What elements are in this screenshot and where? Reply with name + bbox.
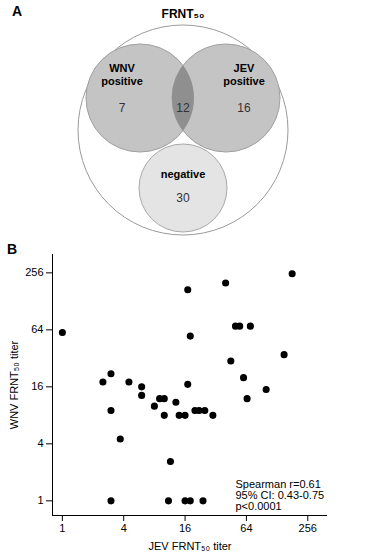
- svg-text:JEV FRNT₅₀ titer: JEV FRNT₅₀ titer: [149, 540, 232, 552]
- svg-text:64: 64: [240, 522, 252, 534]
- svg-text:A: A: [12, 3, 22, 19]
- svg-text:FRNT₅₀: FRNT₅₀: [162, 7, 205, 21]
- svg-text:64: 64: [31, 323, 43, 335]
- svg-text:B: B: [7, 241, 17, 257]
- svg-text:4: 4: [37, 437, 43, 449]
- svg-text:JEVpositive: JEVpositive: [223, 62, 265, 87]
- svg-text:1: 1: [37, 494, 43, 506]
- svg-text:16: 16: [179, 522, 191, 534]
- svg-text:negative: negative: [161, 168, 206, 180]
- svg-text:WNV FRNT₅₀ titer: WNV FRNT₅₀ titer: [8, 340, 20, 429]
- svg-text:12: 12: [176, 101, 190, 115]
- svg-text:16: 16: [31, 380, 43, 392]
- svg-text:256: 256: [25, 266, 43, 278]
- svg-text:4: 4: [121, 522, 127, 534]
- svg-text:WNVpositive: WNVpositive: [101, 62, 143, 87]
- svg-text:16: 16: [237, 101, 251, 115]
- svg-text:256: 256: [299, 522, 317, 534]
- svg-text:30: 30: [176, 191, 190, 205]
- svg-text:1: 1: [59, 522, 65, 534]
- svg-text:Spearman r=0.6195% CI: 0.43-0.: Spearman r=0.6195% CI: 0.43-0.75p<0.0001: [236, 478, 325, 512]
- svg-text:7: 7: [119, 101, 126, 115]
